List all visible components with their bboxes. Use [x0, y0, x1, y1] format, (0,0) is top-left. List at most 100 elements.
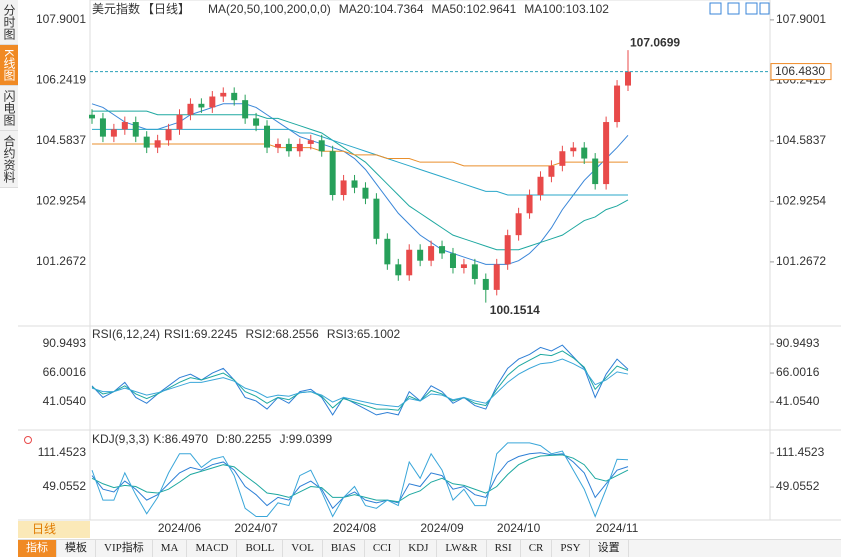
candle-body	[515, 213, 522, 236]
candle-body	[264, 125, 271, 148]
legend-text: RSI3:65.1002	[327, 327, 401, 341]
candle-body	[351, 180, 358, 188]
x-tick-label: 2024/10	[497, 521, 541, 535]
candle-body	[89, 114, 95, 119]
candle-body	[209, 96, 216, 108]
candle-body	[340, 180, 347, 196]
y-tick-label: 102.9254	[36, 194, 86, 208]
candle-body	[449, 253, 456, 268]
indicator-line	[91, 452, 629, 510]
y-tick-label: 102.9254	[776, 194, 826, 208]
tab[interactable]: 分时图	[0, 0, 18, 45]
candle-body	[99, 118, 106, 137]
y-tick-label: 111.4523	[38, 445, 87, 459]
toolbar-button[interactable]: CR	[521, 540, 553, 557]
low-label: 100.1514	[490, 303, 540, 317]
last-price-label: 106.4830	[775, 64, 825, 78]
candle-body	[526, 195, 533, 214]
tab[interactable]: K线图	[0, 45, 18, 87]
y-tick-label: 49.0552	[43, 479, 87, 493]
candle-body	[231, 92, 238, 101]
indicator-line	[92, 128, 629, 196]
y-tick-label: 107.9001	[776, 12, 826, 26]
candle-body	[428, 246, 435, 261]
toolbar-button[interactable]: VIP指标	[96, 540, 153, 557]
y-tick-label: 107.9001	[36, 12, 86, 26]
candle-body	[570, 147, 577, 152]
candle-body	[614, 85, 621, 123]
candle-body	[220, 92, 227, 97]
candle-body	[548, 165, 555, 177]
toolbar-button[interactable]: 指标	[18, 540, 57, 557]
candle-body	[362, 187, 369, 199]
toolbar-button[interactable]: 模板	[57, 540, 96, 557]
tab[interactable]: 合约资料	[0, 131, 18, 189]
candle-body	[537, 176, 544, 196]
candle-body	[504, 235, 511, 265]
toolbar-button[interactable]: BIAS	[323, 540, 365, 557]
legend-text: RSI1:69.2245	[164, 327, 238, 341]
y-tick-label: 106.2419	[36, 73, 86, 87]
candle-body	[592, 158, 599, 185]
legend-text: MA(20,50,100,200,0,0)	[208, 2, 331, 16]
candle-body	[318, 140, 325, 152]
toolbar-button[interactable]: KDJ	[400, 540, 438, 557]
y-tick-label: 66.0016	[776, 365, 820, 379]
toolbar-button[interactable]: VOL	[283, 540, 323, 557]
toolbar-button[interactable]: BOLL	[237, 540, 284, 557]
candle-body	[110, 129, 117, 137]
y-tick-label: 101.2672	[776, 254, 826, 268]
y-tick-label: 41.0540	[776, 394, 820, 408]
last-price-box	[770, 63, 832, 81]
candle-body	[395, 264, 402, 276]
legend-text: D:80.2255	[216, 432, 272, 446]
candle-body	[307, 140, 314, 144]
toolbar-button[interactable]: 设置	[590, 540, 629, 557]
window-icons	[709, 2, 770, 15]
y-tick-label: 101.2672	[36, 254, 86, 268]
y-tick-label: 90.9493	[43, 336, 87, 350]
candle-body	[187, 103, 194, 115]
legend-text: MA50:102.9641	[432, 2, 517, 16]
side-tabs: 分时图 K线图 闪电图 合约资料	[0, 0, 18, 189]
candle-body	[132, 122, 139, 137]
candle-body	[471, 264, 478, 279]
indicator-line	[91, 344, 629, 416]
toolbar-button[interactable]: LW&R	[437, 540, 487, 557]
x-tick-label: 2024/07	[234, 521, 278, 535]
toolbar-button[interactable]: CCI	[365, 540, 401, 557]
candle-body	[625, 71, 631, 86]
toolbar-button[interactable]: PSY	[552, 540, 590, 557]
candle-body	[285, 143, 292, 152]
indicator-line	[92, 143, 628, 167]
settings-icon[interactable]	[24, 436, 32, 444]
candle-body	[274, 143, 281, 148]
candle-body	[154, 140, 161, 148]
candle-body	[493, 264, 500, 290]
candle-body	[329, 151, 336, 196]
candle-body	[581, 147, 588, 159]
indicator-line	[91, 442, 629, 518]
y-tick-label: 41.0540	[43, 394, 87, 408]
toolbar: 指标 模板 VIP指标 MA MACD BOLL VOL BIAS CCI KDJ LW&R RSI C…	[18, 539, 841, 557]
indicator-line	[91, 454, 629, 503]
indicator-line	[92, 110, 629, 251]
candle-body	[121, 122, 128, 130]
toolbar-button[interactable]: RSI	[487, 540, 521, 557]
candle-body	[559, 151, 566, 166]
tab[interactable]: 闪电图	[0, 86, 18, 132]
candle-body	[176, 114, 183, 130]
candle-body	[143, 136, 150, 148]
toolbar-button[interactable]: MA	[153, 540, 188, 557]
candle-body	[406, 249, 413, 276]
candle-body	[460, 264, 467, 268]
x-tick-label: 2024/09	[420, 521, 464, 535]
candle-body	[373, 198, 380, 239]
toolbar-button[interactable]: MACD	[187, 540, 238, 557]
legend-text: RSI2:68.2556	[245, 327, 319, 341]
candle-body	[242, 100, 249, 119]
period-button[interactable]: 日线	[18, 521, 90, 538]
candle-body	[603, 122, 610, 185]
candle-body	[384, 238, 391, 265]
